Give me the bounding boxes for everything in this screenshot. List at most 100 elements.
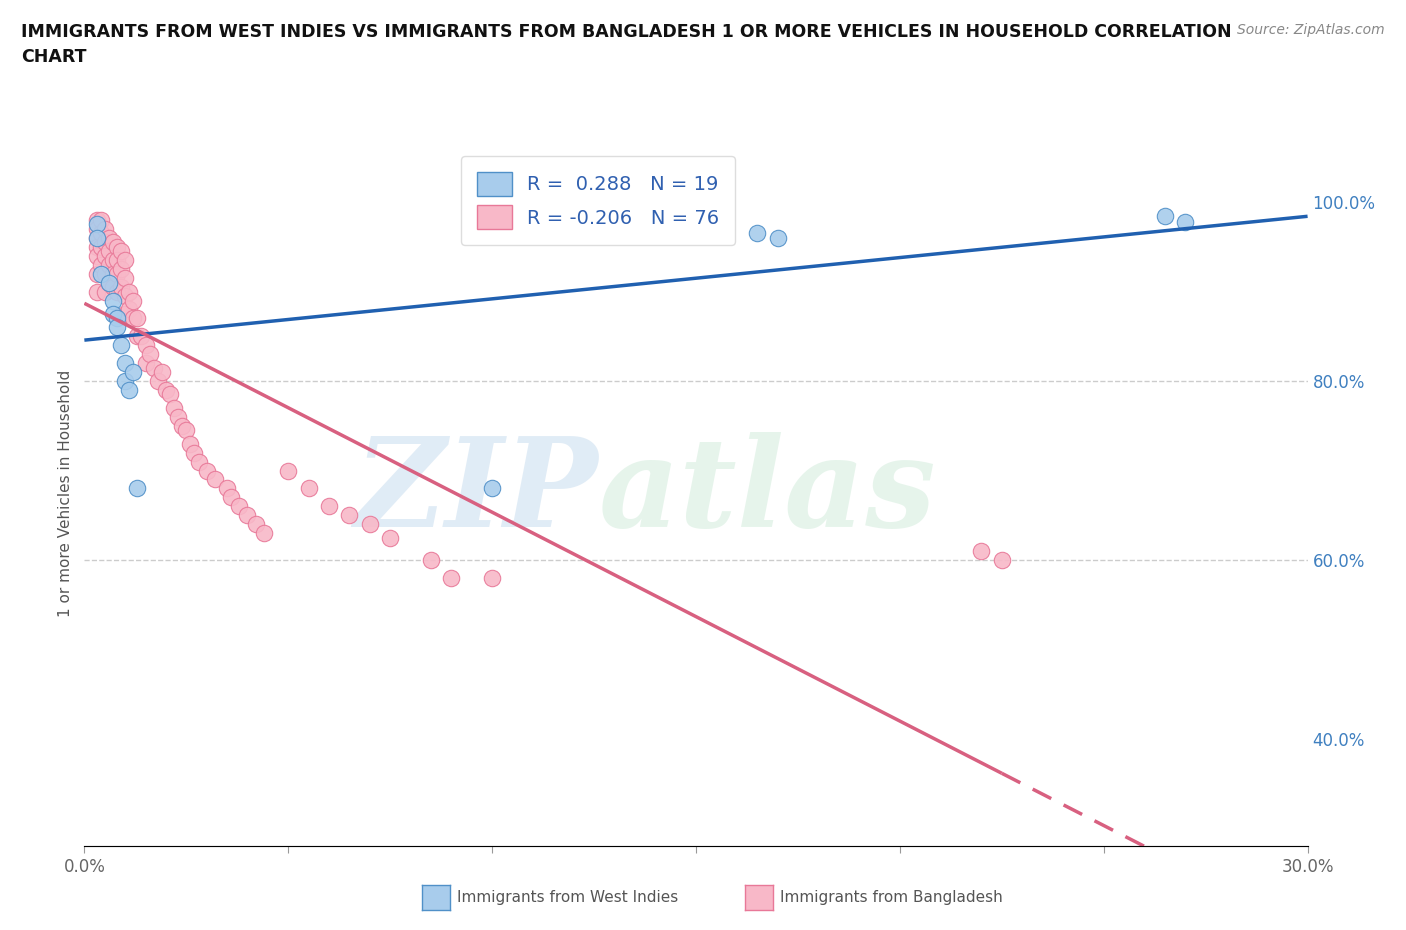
Point: [86, 221, 108, 236]
Point: [86, 231, 108, 246]
Point: [90, 213, 112, 228]
Legend: R =  0.288   N = 19, R = -0.206   N = 76: R = 0.288 N = 19, R = -0.206 N = 76: [461, 156, 735, 245]
Text: Immigrants from West Indies: Immigrants from West Indies: [457, 890, 678, 905]
Text: atlas: atlas: [598, 432, 936, 553]
Point: [298, 481, 321, 496]
Text: CHART: CHART: [21, 48, 87, 66]
Text: Source: ZipAtlas.com: Source: ZipAtlas.com: [1237, 23, 1385, 37]
Point: [101, 293, 124, 308]
Point: [105, 311, 128, 325]
Point: [359, 517, 381, 532]
Point: [217, 481, 239, 496]
Point: [114, 271, 136, 286]
Point: [481, 570, 503, 585]
Point: [146, 374, 169, 389]
Point: [195, 463, 218, 478]
Point: [105, 266, 128, 281]
Point: [93, 266, 117, 281]
Point: [86, 248, 108, 263]
Point: [245, 517, 267, 532]
Point: [481, 481, 503, 496]
Point: [167, 409, 190, 424]
Point: [118, 302, 141, 317]
Point: [118, 382, 141, 397]
Text: Immigrants from Bangladesh: Immigrants from Bangladesh: [780, 890, 1002, 905]
Point: [991, 552, 1014, 567]
Point: [97, 275, 120, 290]
Point: [142, 360, 165, 375]
Point: [747, 226, 769, 241]
Point: [127, 311, 149, 325]
Point: [277, 463, 299, 478]
Point: [97, 275, 120, 290]
Point: [138, 347, 160, 362]
Point: [440, 570, 463, 585]
Point: [127, 481, 149, 496]
Point: [114, 253, 136, 268]
Point: [172, 418, 194, 433]
Point: [380, 530, 402, 545]
Point: [101, 307, 124, 322]
Text: ZIP: ZIP: [354, 432, 598, 553]
Point: [101, 235, 124, 250]
Point: [90, 266, 112, 281]
Point: [163, 401, 186, 416]
Point: [101, 253, 124, 268]
Point: [105, 253, 128, 268]
Point: [187, 454, 209, 469]
Point: [114, 356, 136, 371]
Point: [90, 258, 112, 272]
Point: [105, 320, 128, 335]
Point: [105, 285, 128, 299]
Point: [253, 525, 276, 540]
Y-axis label: 1 or more Vehicles in Household: 1 or more Vehicles in Household: [58, 369, 73, 617]
Point: [86, 231, 108, 246]
Point: [86, 213, 108, 228]
Point: [114, 374, 136, 389]
Point: [86, 217, 108, 232]
Point: [970, 544, 993, 559]
Point: [93, 221, 117, 236]
Point: [110, 280, 132, 295]
Point: [114, 307, 136, 322]
Point: [86, 239, 108, 254]
Point: [204, 472, 226, 487]
Point: [97, 244, 120, 259]
Point: [135, 356, 157, 371]
Point: [101, 266, 124, 281]
Point: [122, 293, 145, 308]
Point: [101, 280, 124, 295]
Point: [86, 285, 108, 299]
Point: [339, 508, 361, 523]
Point: [118, 285, 141, 299]
Point: [176, 423, 198, 438]
Point: [97, 258, 120, 272]
Point: [228, 498, 250, 513]
Point: [1154, 208, 1177, 223]
Text: IMMIGRANTS FROM WEST INDIES VS IMMIGRANTS FROM BANGLADESH 1 OR MORE VEHICLES IN : IMMIGRANTS FROM WEST INDIES VS IMMIGRANT…: [21, 23, 1232, 41]
Point: [114, 288, 136, 303]
Point: [90, 226, 112, 241]
Point: [179, 436, 201, 451]
Point: [122, 365, 145, 379]
Point: [420, 552, 443, 567]
Point: [318, 498, 340, 513]
Point: [97, 231, 120, 246]
Point: [110, 244, 132, 259]
Point: [219, 490, 242, 505]
Point: [766, 231, 789, 246]
Point: [159, 387, 181, 402]
Point: [150, 365, 173, 379]
Point: [90, 239, 112, 254]
Point: [122, 311, 145, 325]
Point: [135, 338, 157, 352]
Point: [93, 285, 117, 299]
Point: [131, 329, 153, 344]
Point: [93, 235, 117, 250]
Point: [236, 508, 259, 523]
Point: [183, 445, 205, 460]
Point: [105, 239, 128, 254]
Point: [110, 261, 132, 276]
Point: [155, 382, 177, 397]
Point: [110, 338, 132, 352]
